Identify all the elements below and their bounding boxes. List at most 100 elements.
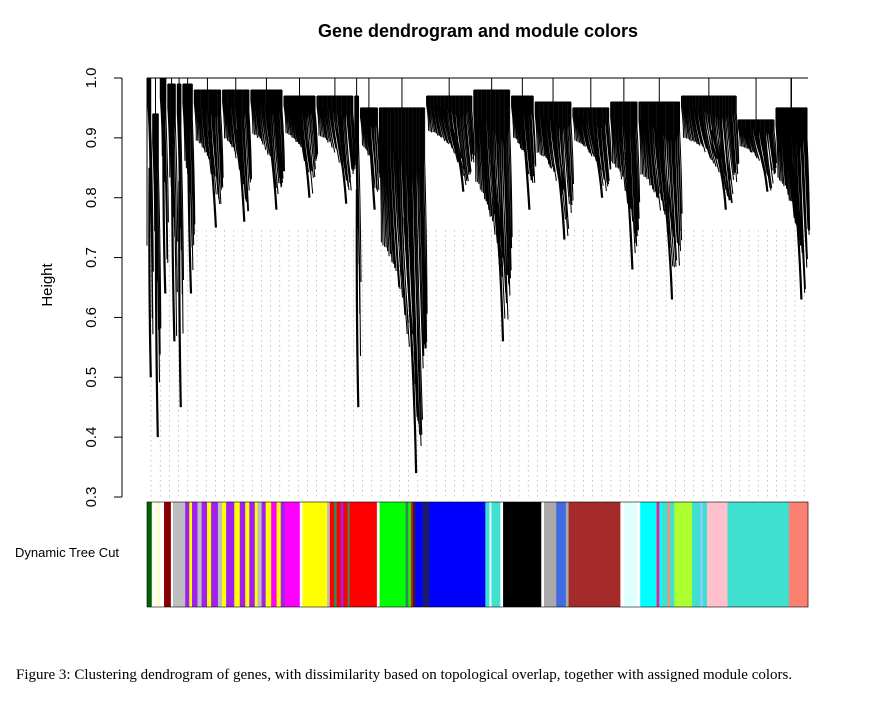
dendrogram-tail (450, 124, 465, 192)
dendrogram-branches (316, 96, 356, 191)
module-color-bar (147, 502, 809, 607)
module-color-segment (222, 502, 227, 607)
dendrogram-cluster (159, 77, 169, 294)
dendrogram-tail (368, 138, 376, 210)
dendrogram-branches (775, 107, 811, 293)
module-color-segment (544, 502, 557, 607)
module-color-segment (276, 502, 281, 607)
dendrogram-branches (250, 90, 286, 195)
module-color-bar-frame (146, 501, 809, 608)
module-color-segment (172, 502, 186, 607)
dendrogram-branches (680, 96, 740, 203)
dendrogram-branches (176, 84, 185, 334)
dendrogram-tree (146, 77, 811, 474)
y-tick-label: 1.0 (83, 68, 100, 89)
module-color-segment (379, 502, 406, 607)
dendrogram-cluster (359, 78, 381, 210)
module-color-segment (197, 502, 202, 607)
dendrogram-tail (710, 129, 727, 210)
module-color-segment (226, 502, 235, 607)
y-tick-label: 0.6 (83, 307, 100, 328)
dendrogram-branches (638, 101, 683, 268)
dendrogram-branches (159, 78, 169, 264)
module-color-segment (347, 502, 350, 607)
dendrogram-branches (426, 96, 475, 186)
dendrogram-cluster (283, 78, 319, 198)
module-color-segment (170, 502, 174, 607)
module-color-segment (422, 502, 430, 607)
module-color-segment (299, 502, 303, 607)
dendrogram-cluster (316, 78, 356, 204)
module-color-segment (280, 502, 286, 607)
module-color-segment (565, 502, 569, 607)
y-tick-label: 0.8 (83, 187, 100, 208)
module-color-segment (485, 502, 490, 607)
module-color-segment (192, 502, 198, 607)
module-color-segment (211, 502, 219, 607)
dendrogram-cluster (473, 78, 513, 342)
module-color-segment (201, 502, 208, 607)
module-color-segment (541, 502, 545, 607)
dendrogram-tail (236, 129, 246, 222)
dendrogram-branches (222, 90, 253, 212)
y-tick-label: 0.9 (83, 127, 100, 148)
module-color-segment (164, 502, 172, 607)
module-color-segment (656, 502, 660, 607)
dendrogram-cluster (534, 78, 575, 240)
module-color-segment (659, 502, 663, 607)
dendrogram-cluster (167, 78, 179, 342)
dendrogram-tail (300, 126, 311, 198)
dendrogram-tail (207, 131, 217, 228)
module-color-segment (261, 502, 266, 607)
dendrogram-cluster (193, 78, 224, 228)
module-color-segment (340, 502, 344, 607)
y-tick-label: 0.7 (83, 247, 100, 268)
dendrogram-tail (403, 217, 418, 474)
dendrogram-tail (591, 134, 604, 198)
dendrogram-cluster (511, 78, 537, 210)
module-color-segment (333, 502, 337, 607)
dendrogram-cluster (775, 78, 811, 300)
dendrogram-tail (553, 143, 566, 240)
module-color-segment (265, 502, 272, 607)
module-color-segment (336, 502, 342, 607)
dendrogram-tail (660, 161, 674, 300)
module-color-segment (376, 502, 380, 607)
module-color-segment (245, 502, 250, 607)
module-color-segment (349, 502, 378, 607)
module-color-segment (189, 502, 193, 607)
dendrogram-tail (148, 167, 152, 378)
dendrogram-tail (492, 165, 505, 342)
dendrogram-branches (572, 107, 612, 192)
dendrogram-cluster (250, 78, 286, 210)
module-color-segment (702, 502, 708, 607)
leaf-guide-lines (150, 230, 805, 498)
module-color-segment (623, 502, 638, 607)
dendrogram-cluster (222, 78, 253, 222)
dendrogram-cluster (378, 78, 428, 474)
dendrogram-branches (610, 101, 641, 254)
module-color-segment (489, 502, 492, 607)
dendrogram-tail (792, 165, 803, 300)
module-color-segment (329, 502, 335, 607)
module-color-segment (157, 502, 161, 607)
dendrogram-tail (267, 125, 278, 210)
color-row-label: Dynamic Tree Cut (15, 545, 119, 560)
y-tick-label: 0.5 (83, 367, 100, 388)
module-color-segment (249, 502, 256, 607)
y-axis-label: Height (39, 262, 56, 306)
module-color-segment (503, 502, 542, 607)
module-color-segment (185, 502, 190, 607)
dendrogram-tail (187, 146, 193, 294)
module-color-segment (640, 502, 657, 607)
dendrogram-branches (534, 101, 575, 237)
module-color-segment (254, 502, 258, 607)
module-color-segment (788, 502, 809, 607)
dendrogram-chart: Gene dendrogram and module colors 0.3 0.4… (15, 21, 811, 608)
module-color-segment (302, 502, 328, 607)
module-color-segment (429, 502, 486, 607)
module-color-segment (207, 502, 212, 607)
dendrogram-cluster (176, 78, 185, 408)
module-color-segment (217, 502, 223, 607)
